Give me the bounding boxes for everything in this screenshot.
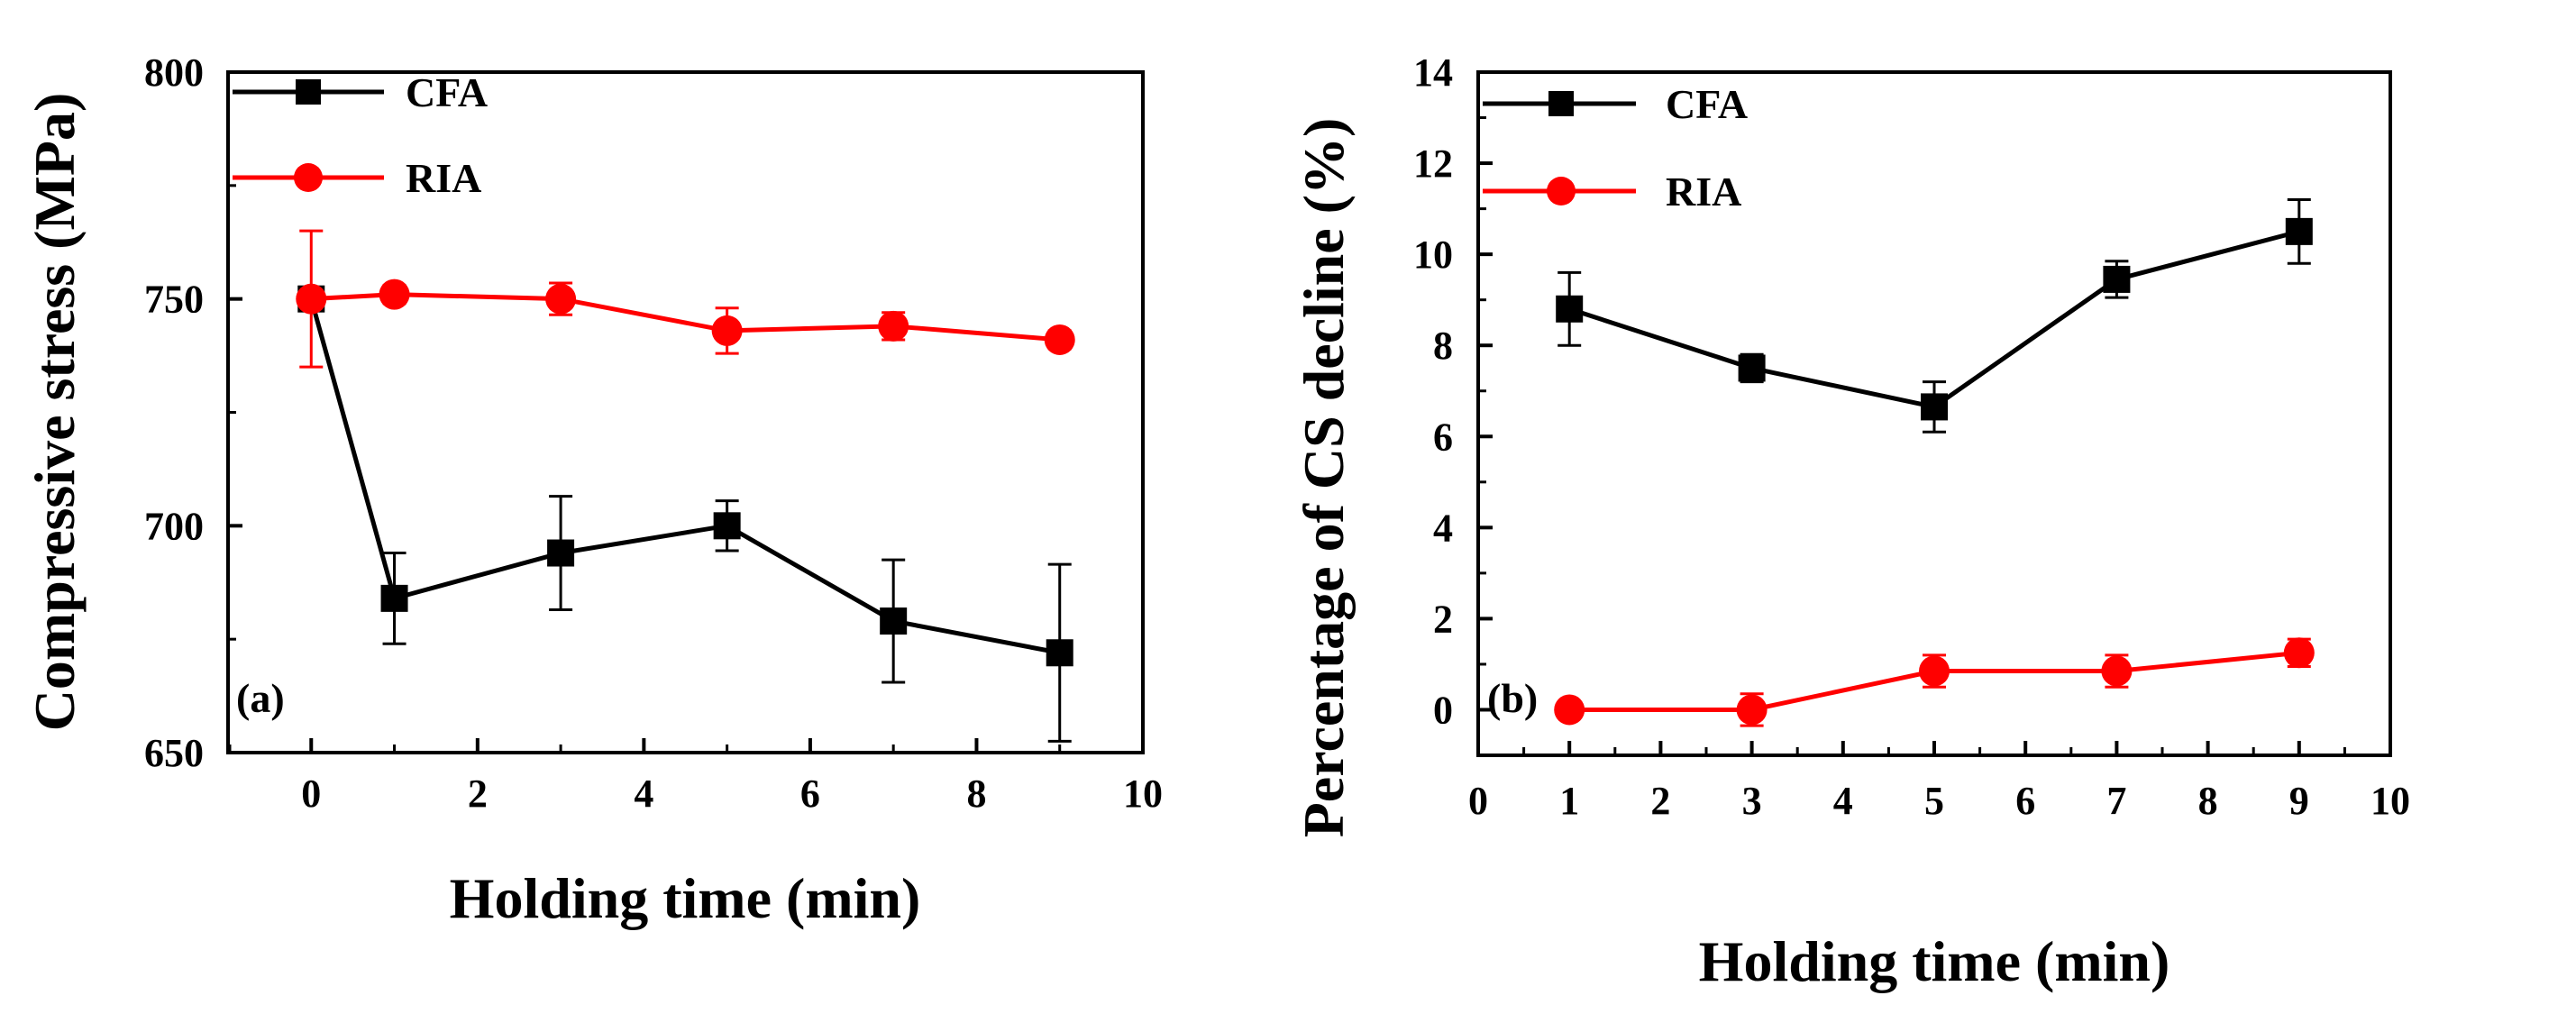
x-tick-label-b-10: 10 [2370,779,2410,823]
x-ticks-a: 0 2 4 6 8 10 [228,738,1163,816]
x-tick-label-b-6: 6 [2015,779,2035,823]
y-tick-label-a-1: 700 [144,504,204,548]
y-tick-label-a-0: 650 [144,731,204,775]
data-point-ria-a-0 [296,283,327,315]
data-point-cfa-a-5 [1046,639,1073,667]
data-point-ria-b-3 [2101,655,2133,687]
plot-frame-a [226,70,1145,754]
x-tick-label-a-3: 6 [800,772,820,816]
data-point-cfa-b-1 [1738,354,1766,382]
x-tick-label-b-9: 9 [2289,779,2309,823]
y-tick-label-b-5: 10 [1413,233,1453,277]
x-tick-label-b-0: 0 [1468,779,1488,823]
data-point-cfa-a-2 [547,539,575,567]
data-point-ria-b-4 [2283,637,2315,669]
legend-marker-cfa-b [1548,91,1574,116]
data-point-cfa-a-4 [880,607,908,635]
data-point-ria-b-2 [1919,655,1950,687]
x-axis-title-b: Holding time (min) [1699,929,2170,993]
x-ticks-b: 0 1 2 3 4 5 6 7 8 9 10 [1468,741,2410,823]
x-tick-label-b-5: 5 [1924,779,1944,823]
y-tick-label-b-3: 6 [1433,415,1453,459]
data-point-cfa-a-3 [713,512,741,540]
legend-marker-ria-a [294,163,323,192]
y-tick-label-b-7: 14 [1413,50,1453,95]
x-tick-label-a-5: 10 [1123,772,1163,816]
data-point-cfa-b-0 [1556,295,1584,323]
panel-label-b: (b) [1487,675,1538,721]
x-tick-label-b-3: 3 [1742,779,1762,823]
data-point-cfa-a-1 [380,584,408,612]
x-tick-label-b-4: 4 [1833,779,1853,823]
data-point-ria-a-3 [711,315,743,346]
y-ticks-a: 650 700 750 800 [144,50,242,775]
x-axis-title-a: Holding time (min) [450,866,921,930]
y-tick-label-a-3: 800 [144,50,204,95]
data-point-ria-a-4 [878,310,909,342]
data-point-cfa-b-3 [2103,265,2131,293]
x-tick-label-b-7: 7 [2106,779,2126,823]
y-axis-title-a: Compressive stress (MPa) [23,93,87,732]
y-tick-label-a-2: 750 [144,278,204,322]
x-tick-label-b-2: 2 [1650,779,1670,823]
y-tick-label-b-1: 2 [1433,597,1453,641]
data-point-cfa-b-4 [2285,217,2313,245]
data-point-ria-a-2 [545,283,577,315]
x-tick-label-a-4: 8 [966,772,986,816]
legend-label-ria-b: RIA [1666,169,1741,215]
chart-panel-a: 0 2 4 6 8 10 650 700 750 800 CFA RIA (a) Holding… [23,50,1163,930]
x-tick-label-a-0: 0 [301,772,321,816]
panel-label-a: (a) [236,675,285,721]
series-line-cfa-a [308,297,1061,655]
y-axis-title-b: Percentage of CS decline (%) [1292,118,1356,838]
legend-marker-ria-b [1547,177,1576,206]
legend-marker-cfa-a [296,79,321,105]
y-tick-label-b-0: 0 [1433,688,1453,732]
y-ticks-b: 0 2 4 6 8 10 12 14 [1413,50,1493,732]
x-tick-label-a-1: 2 [468,772,488,816]
legend-b: CFA RIA [1483,81,1748,215]
y-tick-label-b-2: 4 [1433,506,1453,550]
legend-label-cfa-b: CFA [1666,81,1748,127]
data-point-cfa-b-2 [1921,393,1948,421]
x-tick-label-b-8: 8 [2198,779,2218,823]
series-layer-a [296,229,1075,743]
legend-a: CFA RIA [233,69,488,201]
data-point-ria-a-5 [1044,324,1075,355]
legend-label-cfa-a: CFA [406,69,488,115]
series-layer-b [1554,197,2315,727]
x-tick-label-a-2: 4 [634,772,653,816]
y-tick-label-b-4: 8 [1433,324,1453,368]
data-point-ria-b-1 [1736,694,1768,726]
y-tick-label-b-6: 12 [1413,142,1453,186]
legend-label-ria-a: RIA [406,155,481,201]
data-point-ria-a-1 [379,279,410,310]
series-line-ria-a [311,292,1060,343]
x-tick-label-b-1: 1 [1559,779,1579,823]
data-point-ria-b-0 [1554,694,1585,726]
